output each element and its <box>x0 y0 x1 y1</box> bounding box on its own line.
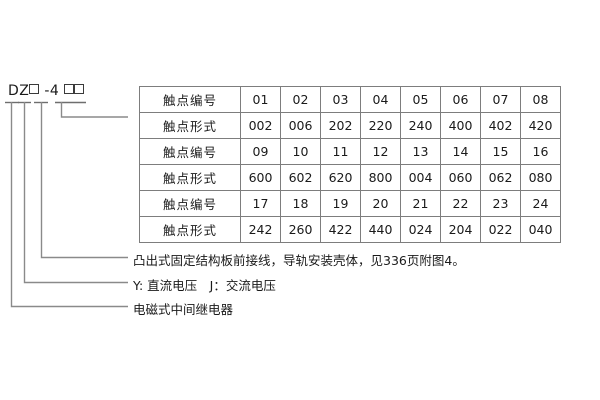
table-cell: 05 <box>400 86 441 113</box>
leader-line-note-1 <box>40 102 128 259</box>
table-cell: 08 <box>520 86 561 113</box>
table-cell: 602 <box>280 164 321 191</box>
table-row-label: 触点形式 <box>139 216 241 243</box>
table-cell: 040 <box>520 216 561 243</box>
table-body: 触点编号 01 02 03 04 05 06 07 08 触点形式 002 006 202 220 240 4… <box>139 86 561 243</box>
table-cell: 21 <box>400 190 441 217</box>
table-cell: 24 <box>520 190 561 217</box>
table-row: 触点形式 002 006 202 220 240 400 402 420 <box>139 112 561 139</box>
table-row: 触点编号 17 18 19 20 21 22 23 24 <box>139 190 561 217</box>
table-cell: 420 <box>520 112 561 139</box>
table-cell: 11 <box>320 138 361 165</box>
table-row-label: 触点编号 <box>139 190 241 217</box>
table-row-label: 触点编号 <box>139 86 241 113</box>
table-cell: 22 <box>440 190 481 217</box>
table-cell: 09 <box>240 138 281 165</box>
table-cell: 620 <box>320 164 361 191</box>
table-cell: 220 <box>360 112 401 139</box>
table-cell: 01 <box>240 86 281 113</box>
table-cell: 440 <box>360 216 401 243</box>
table-cell: 19 <box>320 190 361 217</box>
table-cell: 13 <box>400 138 441 165</box>
table-cell: 23 <box>480 190 521 217</box>
leader-line-note-3 <box>10 102 128 308</box>
table-cell: 03 <box>320 86 361 113</box>
table-cell: 062 <box>480 164 521 191</box>
table-cell: 06 <box>440 86 481 113</box>
table-cell: 422 <box>320 216 361 243</box>
note-voltage-types: Y: 直流电压 J：交流电压 <box>133 278 276 293</box>
table-row: 触点形式 242 260 422 440 024 204 022 040 <box>139 216 561 243</box>
table-cell: 202 <box>320 112 361 139</box>
note-relay-type: 电磁式中间继电器 <box>133 302 234 317</box>
table-cell: 260 <box>280 216 321 243</box>
table-cell: 15 <box>480 138 521 165</box>
table-cell: 10 <box>280 138 321 165</box>
leader-line-table <box>60 102 128 118</box>
table-cell: 002 <box>240 112 281 139</box>
product-code-prefix: DZ <box>8 83 30 99</box>
table-cell: 402 <box>480 112 521 139</box>
product-code-middle: -4 <box>44 83 60 99</box>
product-code-designation: DZ -4 <box>8 83 85 99</box>
table-cell: 080 <box>520 164 561 191</box>
table-cell: 004 <box>400 164 441 191</box>
table-row: 触点编号 09 10 11 12 13 14 15 16 <box>139 138 561 165</box>
table-cell: 04 <box>360 86 401 113</box>
table-cell: 024 <box>400 216 441 243</box>
table-cell: 14 <box>440 138 481 165</box>
contact-specification-table: 触点编号 01 02 03 04 05 06 07 08 触点形式 002 006 202 220 240 4… <box>139 86 561 243</box>
table-cell: 400 <box>440 112 481 139</box>
table-cell: 20 <box>360 190 401 217</box>
table-cell: 022 <box>480 216 521 243</box>
leader-line-note-2 <box>23 102 128 284</box>
table-cell: 02 <box>280 86 321 113</box>
table-row: 触点形式 600 602 620 800 004 060 062 080 <box>139 164 561 191</box>
table-cell: 240 <box>400 112 441 139</box>
table-row-label: 触点编号 <box>139 138 241 165</box>
table-cell: 16 <box>520 138 561 165</box>
table-cell: 12 <box>360 138 401 165</box>
table-cell: 18 <box>280 190 321 217</box>
code-placeholder-box-1 <box>29 84 40 94</box>
table-row-label: 触点形式 <box>139 164 241 191</box>
table-cell: 006 <box>280 112 321 139</box>
table-cell: 600 <box>240 164 281 191</box>
table-cell: 204 <box>440 216 481 243</box>
code-placeholder-box-2 <box>64 84 75 94</box>
table-cell: 17 <box>240 190 281 217</box>
table-row-label: 触点形式 <box>139 112 241 139</box>
table-cell: 242 <box>240 216 281 243</box>
table-row: 触点编号 01 02 03 04 05 06 07 08 <box>139 86 561 113</box>
code-placeholder-box-3 <box>74 84 85 94</box>
note-mounting-structure: 凸出式固定结构板前接线，导轨安装壳体，见336页附图4。 <box>133 253 465 268</box>
table-cell: 07 <box>480 86 521 113</box>
table-cell: 800 <box>360 164 401 191</box>
table-cell: 060 <box>440 164 481 191</box>
